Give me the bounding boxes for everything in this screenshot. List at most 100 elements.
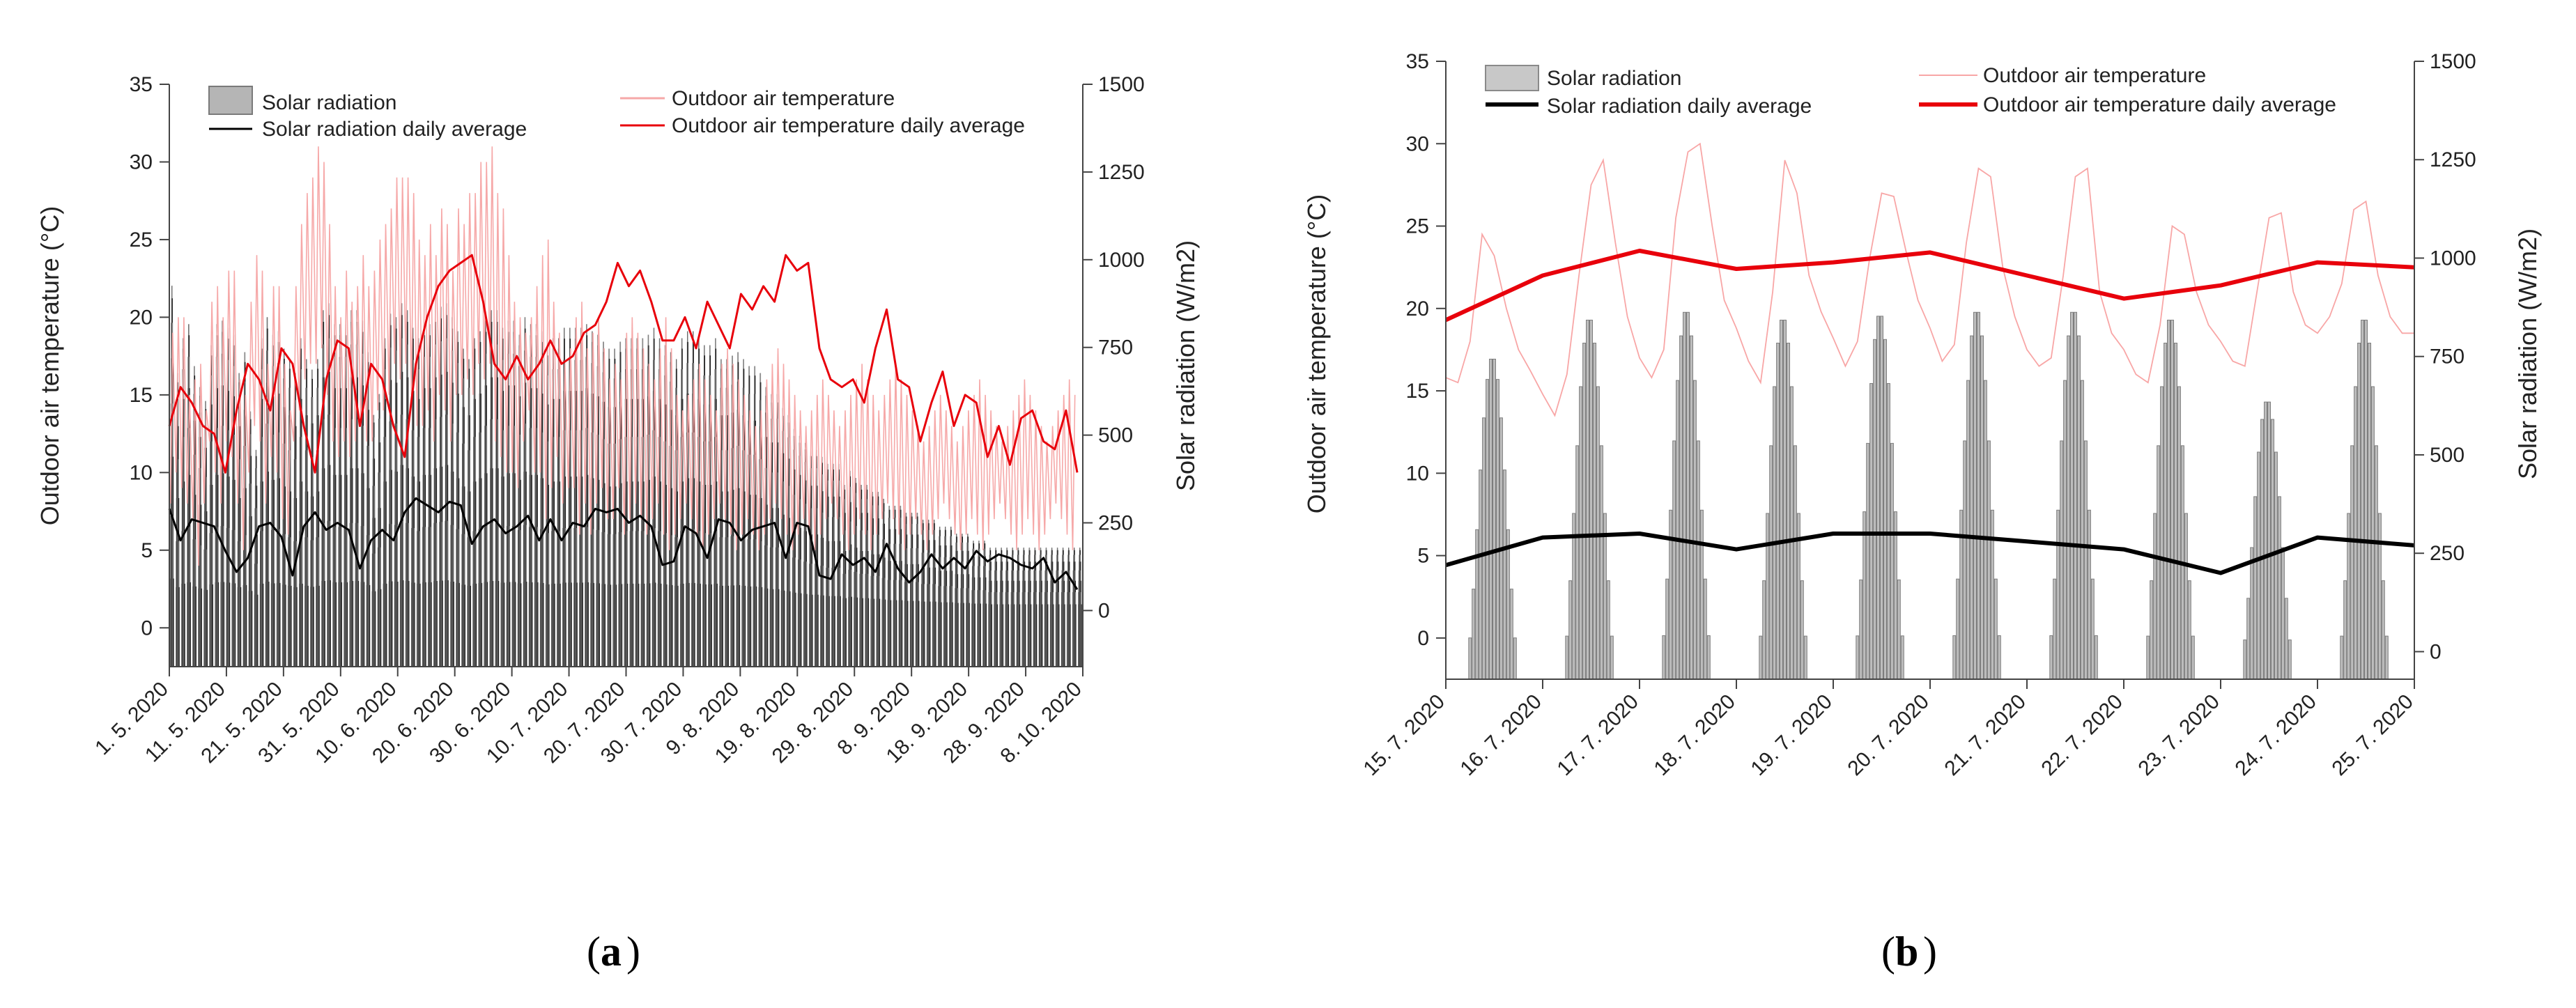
solar-bar [1987, 440, 1991, 680]
solar-bar [1502, 470, 1506, 680]
x-tick-label: 25. 7. 2020 [2327, 690, 2418, 781]
temperature-daily-average-line [168, 254, 1079, 474]
solar-bar [1890, 442, 1894, 680]
solar-bars-a [170, 286, 1082, 667]
temp-avg-line-b [1444, 249, 2415, 323]
legend-label-temp-avg-b: Outdoor air temperature daily average [1983, 93, 2336, 116]
legend-a: Solar radiation Solar radiation daily av… [208, 86, 1025, 141]
y2-tick-label: 750 [2430, 346, 2465, 369]
solar-bar [2184, 513, 2188, 680]
solar-bar [1696, 440, 1700, 680]
solar-bar [1586, 320, 1589, 680]
solar-bar [2053, 578, 2057, 680]
solar-bar [1610, 635, 1614, 680]
y-axis-title-b: Outdoor air temperature (°C) [1302, 194, 1331, 514]
y2-tick-label: 1000 [2430, 247, 2476, 270]
solar-bar [2340, 635, 2344, 680]
solar-bar [1956, 578, 1960, 680]
y-tick-label: 30 [1406, 132, 1429, 155]
solar-bar [1993, 578, 1998, 680]
y2-tick-label: 0 [1098, 599, 1110, 622]
x-tick-label: 16. 7. 2020 [1456, 690, 1546, 781]
solar-bar [1665, 578, 1669, 680]
legend-label-temp-b: Outdoor air temperature [1983, 64, 2206, 87]
solar-bar [1579, 386, 1583, 680]
solar-bar [2170, 320, 2174, 680]
solar-bar [1565, 635, 1569, 680]
solar-bar [1683, 311, 1686, 680]
solar-bar [1686, 311, 1690, 680]
solar-bar [1873, 339, 1877, 680]
solar-bar [2246, 598, 2251, 680]
solar-bar [1496, 379, 1499, 680]
solar-bar [1493, 359, 1496, 680]
temp-avg-line-a [168, 254, 1079, 474]
solar-bars-b [1468, 311, 2389, 680]
solar-bar [1973, 311, 1977, 680]
solar-bar [1513, 637, 1517, 680]
solar-bar [2374, 445, 2378, 680]
solar-bar [1506, 529, 1510, 680]
x-tick-label: 23. 7. 2020 [2134, 690, 2224, 781]
solar-bar [1793, 445, 1797, 680]
x-tick-label: 21. 7. 2020 [1940, 690, 2030, 781]
y-tick-label: 30 [130, 150, 153, 173]
svg-text:(: ( [1881, 929, 1895, 975]
solar-bar [1787, 343, 1790, 680]
solar-bar [1692, 380, 1697, 680]
solar-bar [2083, 440, 2088, 680]
legend-label-solar-avg-b: Solar radiation daily average [1547, 95, 1812, 118]
solar-bar [1690, 335, 1693, 680]
solar-bar [2343, 580, 2347, 680]
solar-bar [1472, 589, 1476, 680]
solar-bar [1773, 386, 1777, 680]
solar-bar [2067, 335, 2071, 680]
solar-bar [1876, 316, 1880, 680]
y-axis-title-a: Outdoor air temperature (°C) [36, 206, 64, 526]
solar-bar [2368, 343, 2371, 680]
solar-bar [2150, 580, 2154, 680]
solar-bar [2087, 509, 2091, 680]
legend-label-solar-b: Solar radiation [1547, 67, 1681, 90]
y2-tick-label: 1250 [2430, 148, 2476, 171]
solar-bar [1880, 316, 1883, 680]
legend-swatch-solar-b [1485, 65, 1539, 91]
solar-bar [2153, 513, 2157, 680]
chart-b: 0 5 10 15 20 25 30 35 0 250 500 750 1000 1250 1500 15. … [1302, 50, 2542, 975]
solar-bar [1983, 380, 1987, 680]
solar-bar [1980, 335, 1984, 680]
solar-bar [1706, 635, 1711, 680]
solar-bar [1603, 513, 1607, 680]
y2-tick-label: 0 [2430, 640, 2442, 663]
solar-bar [1897, 579, 1901, 680]
y-tick-label: 15 [130, 384, 153, 407]
solar-bar [2191, 635, 2195, 680]
svg-text:): ) [1923, 929, 1937, 975]
solar-bar [2377, 513, 2382, 680]
solar-bar [2281, 547, 2285, 680]
solar-bar [2264, 401, 2267, 680]
solar-bar [2077, 335, 2081, 680]
y-tick-label: 10 [130, 461, 153, 484]
solar-bar [1703, 578, 1707, 680]
y-tick-label: 20 [1406, 297, 1429, 320]
y2-tick-label: 500 [1098, 424, 1133, 447]
solar-bar [1479, 470, 1483, 680]
panel-label-a: ( a ) [587, 929, 640, 975]
solar-bar [1789, 386, 1794, 680]
solar-bar [1862, 511, 1867, 680]
temp-line-a [169, 146, 1076, 566]
solar-bar [1486, 379, 1490, 680]
x-tick-label: 17. 7. 2020 [1552, 690, 1643, 781]
solar-bar [1780, 320, 1783, 680]
y2-axis-title-b: Solar radiation (W/m2) [2513, 228, 2542, 479]
solar-bar [2253, 496, 2258, 680]
solar-bar [2384, 635, 2389, 680]
solar-bar [1800, 580, 1804, 680]
solar-bar [1759, 635, 1763, 680]
y2-tick-label: 1500 [1098, 73, 1145, 96]
solar-bar [2094, 635, 2098, 680]
solar-bar [1669, 509, 1673, 680]
solar-bar [1952, 635, 1957, 680]
